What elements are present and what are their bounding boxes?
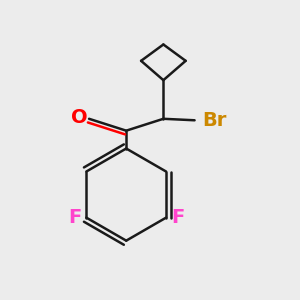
Text: F: F: [171, 208, 184, 227]
Text: Br: Br: [202, 111, 227, 130]
Text: O: O: [71, 108, 88, 127]
Text: F: F: [68, 208, 82, 227]
